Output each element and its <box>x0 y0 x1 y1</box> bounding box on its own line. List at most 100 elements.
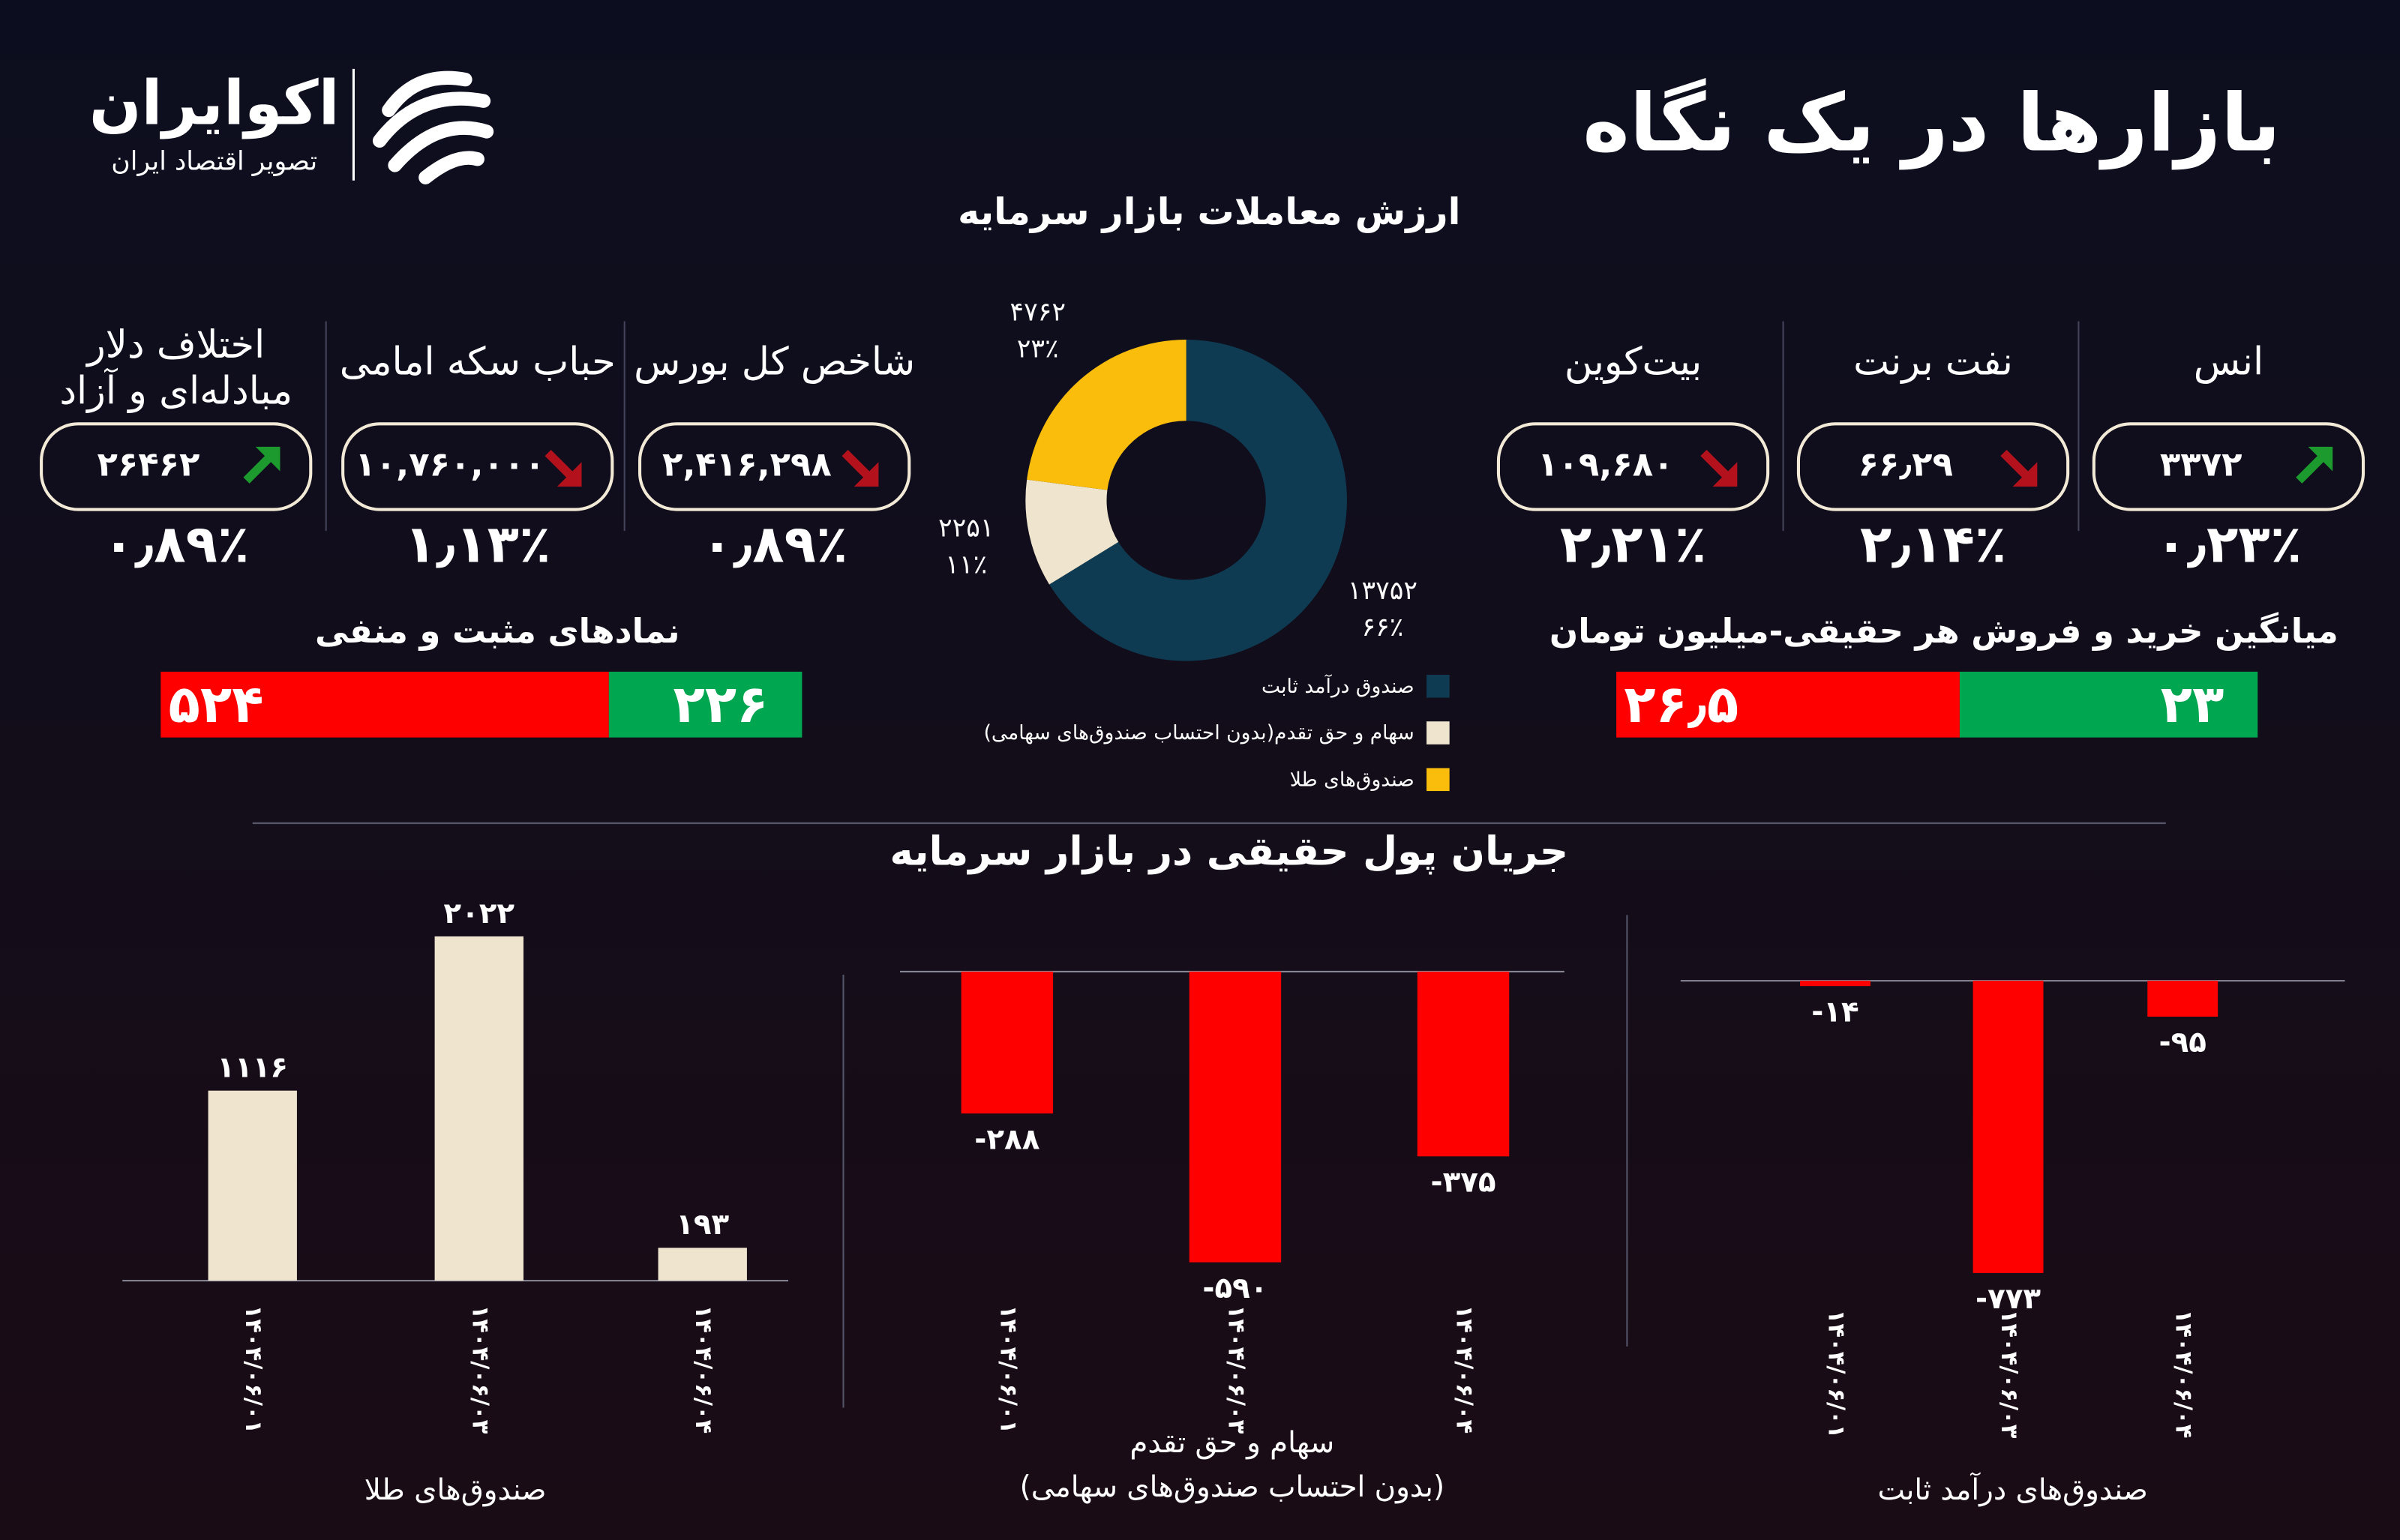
bar-value-label: ۲۳ <box>2161 675 2224 735</box>
chart-title: ارزش معاملات بازار سرمایه <box>958 190 1460 233</box>
ticker-value: ۳۳۷۲ <box>2160 444 2242 484</box>
bar <box>1972 981 2044 1273</box>
ticker-change: ۰٫۲۳٪ <box>2156 515 2302 575</box>
arrow-down <box>842 449 879 487</box>
bar-value-label: -۹۵ <box>2158 1026 2206 1059</box>
ticker-box <box>2092 422 2366 511</box>
x-tick-label: ۱۴۰۴/۰۶/۰۱ <box>994 1305 1021 1434</box>
logo-subtitle: تصویر اقتصاد ایران <box>111 146 317 176</box>
ticker-change: ۰٫۸۹٪ <box>701 515 848 575</box>
legend-label: سهام و حق تقدم(بدون احتساب صندوق‌های سها… <box>984 721 1414 745</box>
legend-label: صندوق‌های طلا <box>1290 768 1414 791</box>
ticker-value: ۲۶۴۶۲ <box>97 444 200 484</box>
x-tick-label: ۱۴۰۴/۰۶/۰۴ <box>2170 1310 2197 1439</box>
ticker-name: انس <box>2194 340 2264 385</box>
bar-value-label: -۳۷۵ <box>1430 1166 1496 1200</box>
chart-title: میانگین خرید و فروش هر حقیقی-میلیون توما… <box>1550 611 2338 651</box>
bar-value-label: -۷۷۳ <box>1976 1282 2041 1316</box>
ticker-value: ۱۰۹,۶۸۰ <box>1538 444 1673 484</box>
bar-value-label: ۵۲۴ <box>168 675 263 735</box>
logo-text: اکوایران <box>89 67 340 139</box>
chart-title: صندوق‌های درآمد ثابت <box>1878 1472 2148 1507</box>
bar-value-label: -۱۴ <box>1811 995 1858 1029</box>
slice-value-label: ۲۲۵۱ <box>938 514 994 544</box>
chart: نمادهای مثبت و منفی ۲۲۶ ۵۲۴ <box>160 611 802 738</box>
ticker-name: حباب سکه امامی <box>340 340 616 385</box>
chart: میانگین خرید و فروش هر حقیقی-میلیون توما… <box>1550 611 2338 738</box>
slice-value-label: ۴۷۶۲ <box>1010 297 1066 327</box>
ticker: نفت برنت ۶۶٫۲۹ ۲٫۱۴٪ <box>1796 340 2070 575</box>
bar-value-label: ۲۶٫۵ <box>1624 675 1738 735</box>
section-title: جریان پول حقیقی در بازار سرمایه <box>890 828 1568 874</box>
arrow-down <box>2000 449 2038 487</box>
bar-value-label: ۲۲۶ <box>673 675 768 735</box>
ticker-change: ۰٫۸۹٪ <box>103 515 249 575</box>
x-tick-label: ۱۴۰۴/۰۶/۰۱ <box>240 1305 266 1434</box>
pie-slice <box>1027 340 1186 490</box>
legend-label: صندوق درآمد ثابت <box>1262 674 1414 698</box>
chart-subtitle: (بدون احتساب صندوق‌های سهامی) <box>1020 1470 1444 1504</box>
arrow-down <box>1700 449 1738 487</box>
logo-stroke <box>372 91 491 148</box>
chart: ارزش معاملات بازار سرمایه ۱۳۷۵۲ ۶۶٪ صندوق د… <box>938 190 1460 791</box>
bar-value-label: -۲۸۸ <box>974 1122 1040 1156</box>
ticker-name: نفت برنت <box>1853 340 2013 385</box>
bar-segment <box>160 671 609 738</box>
bar-value-label: -۵۹۰ <box>1202 1272 1268 1305</box>
ticker-change: ۲٫۲۱٪ <box>1560 515 1706 575</box>
ticker: بیت‌کوین ۱۰۹,۶۸۰ ۲٫۲۱٪ <box>1496 340 1770 575</box>
ticker-name: مبادله‌ای و آزاد <box>59 367 292 413</box>
ticker-value: ۶۶٫۲۹ <box>1858 444 1953 484</box>
slice-percent-label: ۲۳٪ <box>1017 334 1059 364</box>
x-tick-label: ۱۴۰۴/۰۶/۰۳ <box>1222 1305 1249 1434</box>
ticker-box <box>341 422 614 511</box>
slice-value-label: ۱۳۷۵۲ <box>1348 576 1418 606</box>
x-tick-label: ۱۴۰۴/۰۶/۰۳ <box>1996 1310 2022 1439</box>
pie-slice <box>1025 479 1119 585</box>
ticker-name: اختلاف دلار <box>85 323 265 367</box>
ticker: شاخص کل بورس ۲,۴۱۶,۲۹۸ ۰٫۸۹٪ <box>634 340 915 575</box>
arrow-up <box>243 446 280 484</box>
bar-value-label: ۲۰۲۲ <box>443 897 514 930</box>
logo-stroke <box>382 70 472 118</box>
bar <box>1189 971 1282 1263</box>
bar <box>961 971 1054 1114</box>
ticker-name: بیت‌کوین <box>1564 340 1702 385</box>
bar-value-label: ۱۹۳ <box>676 1208 729 1242</box>
logo-icon <box>372 70 494 184</box>
ticker-value: ۱۰,۷۶۰,۰۰۰ <box>355 444 544 484</box>
ticker: حباب سکه امامی ۱۰,۷۶۰,۰۰۰ ۱٫۱۳٪ <box>340 340 616 575</box>
ticker-value: ۲,۴۱۶,۲۹۸ <box>662 444 832 484</box>
slice-percent-label: ۱۱٪ <box>945 550 987 580</box>
x-tick-label: ۱۴۰۴/۰۶/۰۴ <box>1451 1305 1478 1434</box>
bar-segment <box>1959 671 2258 738</box>
bar-segment <box>608 671 802 738</box>
bar <box>208 1090 297 1281</box>
legend-swatch <box>1426 674 1450 698</box>
bar <box>1800 981 1870 987</box>
chart-title: نمادهای مثبت و منفی <box>315 611 680 651</box>
legend-swatch <box>1426 768 1450 792</box>
ticker-box <box>638 422 911 511</box>
ticker-change: ۱٫۱۳٪ <box>404 515 550 575</box>
ticker-box <box>1796 422 2070 511</box>
chart: ۱۱۱۶ ۱۴۰۴/۰۶/۰۱ ۲۰۲۲ ۱۴۰۴/۰۶/۰۳ ۱۹۳ ۱۴۰۴/۰۶/۰… <box>122 897 789 1507</box>
bar <box>1417 971 1510 1157</box>
legend-swatch <box>1426 721 1450 745</box>
ticker-change: ۲٫۱۴٪ <box>1860 515 2006 575</box>
arrow-up <box>2296 446 2333 484</box>
chart-title: صندوق‌های طلا <box>364 1473 547 1507</box>
ticker: انس ۳۳۷۲ ۰٫۲۳٪ <box>2092 340 2366 575</box>
pie-slice <box>1049 340 1347 661</box>
logo-stroke <box>418 151 484 184</box>
slice-percent-label: ۶۶٪ <box>1362 613 1404 643</box>
page-title: بازارها در یک نگاه <box>1582 77 2281 170</box>
x-tick-label: ۱۴۰۴/۰۶/۰۴ <box>690 1305 716 1434</box>
bar <box>658 1248 747 1281</box>
x-tick-label: ۱۴۰۴/۰۶/۰۱ <box>1822 1310 1849 1439</box>
bar <box>434 936 524 1281</box>
